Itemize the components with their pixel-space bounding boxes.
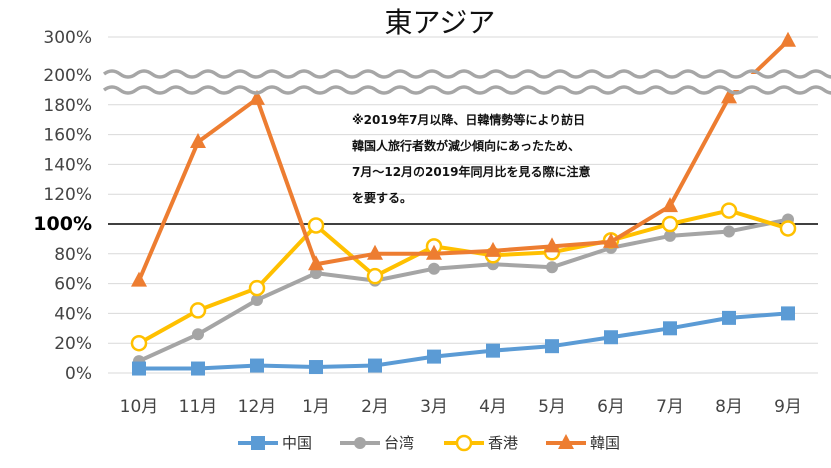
data-point <box>367 244 383 260</box>
x-tick-label: 2月 <box>361 397 389 417</box>
data-point <box>366 267 384 285</box>
data-point <box>780 31 796 47</box>
data-point <box>428 262 440 275</box>
data-point <box>132 361 146 376</box>
data-point <box>427 349 441 364</box>
data-point <box>250 358 264 373</box>
data-point <box>131 271 147 287</box>
data-point <box>192 328 204 341</box>
data-point <box>485 241 501 257</box>
y-tick-label: 200% <box>43 66 92 86</box>
x-tick-label: 5月 <box>538 397 566 417</box>
series-line <box>137 39 790 282</box>
y-tick-label: 80% <box>54 245 92 265</box>
data-point <box>455 434 473 452</box>
y-tick-label: 20% <box>54 334 92 354</box>
data-point <box>604 330 618 345</box>
legend-item: 台湾 <box>340 434 414 452</box>
y-tick-label: 180% <box>43 96 92 116</box>
legend-label: 中国 <box>282 434 312 452</box>
data-point <box>779 220 797 237</box>
data-point <box>486 343 500 358</box>
annotation-line: 韓国人旅行者数が減少傾向にあったため、 <box>352 138 580 153</box>
series-line <box>139 311 789 371</box>
data-point <box>721 88 737 104</box>
data-point <box>190 133 206 149</box>
y-tick-label: 160% <box>43 126 92 146</box>
data-point <box>603 232 619 248</box>
series-香港 <box>130 202 797 352</box>
legend-item: 香港 <box>444 434 518 452</box>
x-tick-label: 4月 <box>479 397 507 417</box>
y-tick-label: 120% <box>43 185 92 205</box>
series-line <box>138 217 789 363</box>
x-tick-label: 8月 <box>715 397 743 417</box>
x-tick-label: 7月 <box>656 397 684 417</box>
data-point <box>662 197 678 213</box>
series-台湾 <box>133 213 794 368</box>
x-tick-label: 10月 <box>120 397 159 417</box>
y-tick-label: 100% <box>33 213 92 235</box>
annotation-line: を要する。 <box>352 190 412 205</box>
data-point <box>130 334 148 352</box>
axis-break-line <box>102 85 831 95</box>
data-point <box>251 436 265 450</box>
data-point <box>545 339 559 354</box>
y-tick-label: 40% <box>54 304 92 324</box>
legend-label: 香港 <box>488 434 518 452</box>
x-tick-label: 1月 <box>302 397 330 417</box>
y-axis-ticks: 0% 20% 40% 60% 80% 100% 120% 140% 160% 180% 200% 30… <box>33 28 92 384</box>
x-tick-label: 3月 <box>420 397 448 417</box>
legend: 中国 台湾 香港 韓国 <box>238 434 620 452</box>
series-中国 <box>132 306 795 376</box>
axis-break-line <box>102 69 831 79</box>
chart-title: 東アジア <box>385 6 496 39</box>
legend-item: 韓国 <box>546 434 620 452</box>
data-point <box>558 434 574 449</box>
data-point <box>661 215 679 233</box>
data-point <box>546 261 558 274</box>
data-point <box>544 237 560 253</box>
data-point <box>720 202 738 219</box>
data-point <box>723 225 735 238</box>
y-tick-label: 60% <box>54 275 92 295</box>
data-point <box>309 360 323 375</box>
data-point <box>368 358 382 373</box>
data-point <box>663 321 677 336</box>
x-tick-label: 12月 <box>238 397 277 417</box>
y-tick-label: 300% <box>43 28 92 48</box>
annotation-line: ※2019年7月以降、日韓情勢等により訪日 <box>352 112 585 127</box>
x-tick-label: 9月 <box>774 397 802 417</box>
series-韓国 <box>131 31 796 287</box>
data-point <box>249 89 265 105</box>
data-point <box>191 361 205 376</box>
x-tick-label: 6月 <box>597 397 625 417</box>
annotation-line: 7月～12月の2019年同月比を見る際に注意 <box>352 164 590 179</box>
x-axis-ticks: 10月 11月 12月 1月 2月 3月 4月 5月 6月 7月 8月 9月 <box>120 397 802 417</box>
data-point <box>189 302 207 319</box>
legend-label: 台湾 <box>384 434 414 452</box>
data-point <box>722 310 736 325</box>
data-point <box>781 306 795 321</box>
data-point <box>307 217 325 234</box>
data-point <box>426 244 442 260</box>
data-point <box>308 255 324 271</box>
data-point <box>354 437 366 449</box>
series-layer <box>130 31 797 376</box>
y-tick-label: 140% <box>43 155 92 175</box>
axis-break <box>102 69 831 95</box>
data-point <box>251 293 263 306</box>
y-tick-label: 0% <box>65 364 92 384</box>
data-point <box>248 279 266 297</box>
legend-item: 中国 <box>238 434 312 452</box>
chart-annotation: ※2019年7月以降、日韓情勢等により訪日韓国人旅行者数が減少傾向にあったため、… <box>352 112 590 205</box>
x-tick-label: 11月 <box>179 397 218 417</box>
legend-label: 韓国 <box>590 434 620 452</box>
data-point <box>664 229 676 242</box>
